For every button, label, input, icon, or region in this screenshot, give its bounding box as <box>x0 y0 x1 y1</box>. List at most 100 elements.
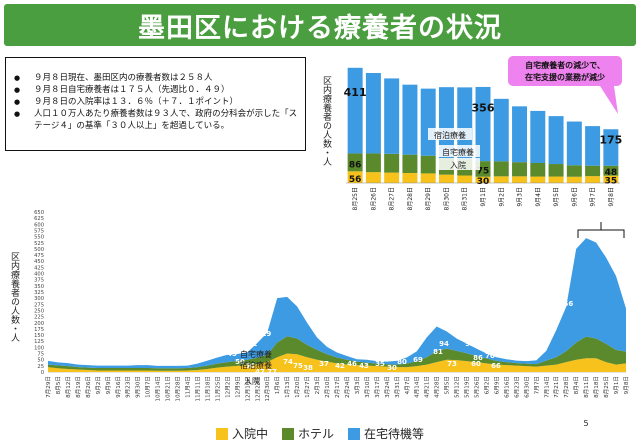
data-label: 50 <box>235 358 245 366</box>
legend-label: ホテル <box>297 427 334 441</box>
data-label: 47 <box>255 368 265 376</box>
y-tick-label: 550 <box>34 235 44 241</box>
data-label: 411 <box>545 288 560 296</box>
x-tick-label: 2月3日 <box>314 376 321 394</box>
y-tick-label: 200 <box>34 321 44 327</box>
y-tick-label: 175 <box>34 327 44 333</box>
x-tick-label: 8月19日 <box>75 376 82 398</box>
chart-legend: 入院中 ホテル 在宅待機等 <box>0 425 640 442</box>
x-tick-label: 6月23日 <box>513 376 520 398</box>
data-label: 75 <box>293 362 303 370</box>
x-tick-label: 11月11日 <box>194 376 201 401</box>
x-tick-label: 8月25日 <box>352 187 359 210</box>
x-tick-label: 9月16日 <box>115 376 122 398</box>
x-tick-label: 9月3日 <box>517 187 524 207</box>
data-label: 30 <box>387 364 397 372</box>
data-label: 69 <box>413 356 423 364</box>
y-tick-label: 150 <box>34 333 44 339</box>
bar-segment <box>548 116 564 165</box>
top-bar-chart: 区内療養者の人数・人 8月25日 8月26日 8月27日 8月28日 8月29日 8月30日… <box>321 56 622 210</box>
data-label: 102 <box>203 334 218 342</box>
x-tick-label: 8月5日 <box>55 376 62 394</box>
data-label: 75 <box>477 167 490 177</box>
y-tick-label: 250 <box>34 308 44 314</box>
bar-segment <box>384 153 400 173</box>
x-tick-label: 4月21日 <box>424 376 431 398</box>
x-tick-label: 8月26日 <box>370 187 377 210</box>
series-annotation: 自宅療養 <box>240 349 272 359</box>
x-tick-label: 1月27日 <box>304 376 311 398</box>
x-tick-label: 3月3日 <box>354 376 361 394</box>
data-label: 356 <box>559 300 574 308</box>
x-tick-label: 8月18日 <box>593 376 600 398</box>
data-label: 46 <box>347 360 357 368</box>
data-label: 73 <box>447 360 457 368</box>
data-label: 356 <box>472 102 495 115</box>
x-tick-label: 4月28日 <box>434 376 441 398</box>
bar-segment <box>457 175 473 183</box>
bar-segment <box>402 173 418 183</box>
x-tick-label: 12月16日 <box>244 376 251 401</box>
x-tick-label: 2月10日 <box>324 376 331 398</box>
bar-segment <box>420 173 436 183</box>
bar-segment <box>347 171 363 183</box>
bar-segment <box>493 176 509 183</box>
bar-segment <box>438 174 454 183</box>
x-tick-label: 9月6日 <box>571 187 578 207</box>
x-tick-label: 6月2日 <box>483 376 490 394</box>
bar-segment <box>457 87 473 160</box>
y-tick-label: 300 <box>34 296 44 302</box>
legend-item-hospital: 入院中 <box>215 425 268 442</box>
data-label: 175 <box>599 133 622 146</box>
x-tick-label: 8月29日 <box>425 187 432 210</box>
legend-item-hotel: ホテル <box>281 425 334 442</box>
x-tick-label: 9月5日 <box>553 187 560 207</box>
y-tick-label: 450 <box>34 259 44 265</box>
data-label: 179 <box>505 314 520 322</box>
y-tick-label: 375 <box>34 278 44 284</box>
bar-segment <box>475 86 491 162</box>
x-tick-label: 7月7日 <box>533 376 540 394</box>
x-tick-label: 3月17日 <box>374 376 381 398</box>
x-tick-label: 12月2日 <box>224 376 231 398</box>
y-tick-label: 75 <box>37 352 44 358</box>
x-tick-label: 9月4日 <box>535 187 542 207</box>
x-tick-label: 8月25日 <box>603 376 610 398</box>
x-tick-label: 11月4日 <box>185 376 192 398</box>
data-label: 77 <box>267 368 277 376</box>
bar-segment <box>530 163 546 177</box>
bar-segment <box>365 172 381 183</box>
x-tick-label: 10月7日 <box>145 376 152 398</box>
x-tick-label: 5月26日 <box>474 376 481 398</box>
x-tick-label: 4月7日 <box>404 376 411 394</box>
data-label: 86 <box>349 160 362 170</box>
data-label: 70 <box>485 352 495 360</box>
data-label: 81 <box>433 348 443 356</box>
data-label: 92 <box>465 340 475 348</box>
data-label: 74 <box>283 358 293 366</box>
data-label: 411 <box>344 86 367 99</box>
bar-segment <box>530 176 546 183</box>
bar-segment <box>530 110 546 163</box>
x-tick-label: 7月14日 <box>543 376 550 398</box>
x-tick-label: 6月30日 <box>523 376 530 398</box>
page-number: 5 <box>583 419 588 428</box>
x-tick-label: 8月30日 <box>443 187 450 210</box>
x-tick-label: 9月9日 <box>105 376 112 394</box>
area-series <box>48 353 626 372</box>
x-tick-label: 9月2日 <box>498 187 505 207</box>
x-tick-label: 3月10日 <box>364 376 371 398</box>
data-label: 42 <box>335 362 345 370</box>
series-annotation-bg <box>436 145 480 157</box>
data-label: 35 <box>375 360 385 368</box>
bar-segment <box>384 78 400 154</box>
bar-segment <box>603 165 619 176</box>
bar-segment <box>512 106 528 163</box>
y-tick-label: 50 <box>37 358 44 364</box>
legend-label: 在宅待機等 <box>364 427 425 441</box>
callout-pointer <box>600 86 618 114</box>
summary-bullet: ９月８日の入院率は１３．６％（＋７．１ポイント） <box>6 96 305 108</box>
bar-segment <box>585 165 601 177</box>
x-tick-label: 9月7日 <box>590 187 597 207</box>
peak-bracket <box>577 229 625 238</box>
